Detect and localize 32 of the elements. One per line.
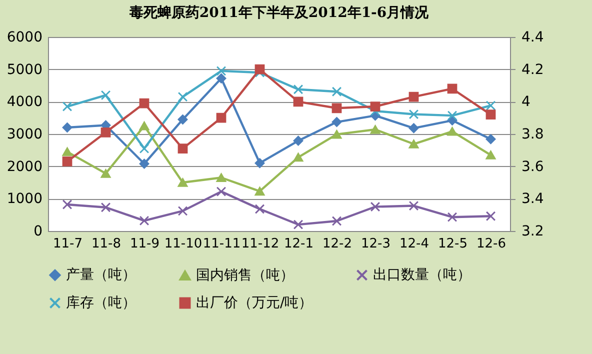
- legend-label: 产量（吨）: [66, 267, 136, 284]
- x-tick-label: 12-5: [438, 236, 468, 252]
- y2-tick-label: 3.6: [522, 158, 544, 175]
- x-tick-label: 12-4: [399, 236, 430, 252]
- x-tick-label: 12-3: [360, 236, 391, 252]
- legend-label: 国内销售（吨）: [196, 267, 294, 284]
- chart-title: 毒死蜱原药2011年下半年及2012年1-6月情况: [128, 5, 430, 21]
- x-tick-label: 12-2: [322, 236, 352, 252]
- x-tick-label: 11-12: [241, 236, 280, 252]
- y-tick-label: 1000: [6, 191, 42, 208]
- x-tick-label: 12-6: [476, 236, 506, 252]
- y-tick-label: 2000: [6, 158, 42, 175]
- y2-tick-label: 4: [522, 94, 530, 110]
- y-tick-label: 0: [34, 224, 42, 240]
- y-tick-label: 3000: [6, 126, 42, 142]
- legend-label: 出口数量（吨）: [373, 267, 471, 284]
- legend-label: 出厂价（万元/吨）: [196, 295, 313, 311]
- y-tick-label: 6000: [6, 30, 42, 46]
- y2-tick-label: 3.8: [522, 126, 544, 142]
- y2-tick-label: 3.4: [522, 191, 544, 208]
- x-tick-label: 11-10: [164, 236, 202, 252]
- x-tick-label: 11-11: [202, 236, 241, 252]
- y-tick-label: 5000: [6, 62, 42, 78]
- legend-label: 库存（吨）: [66, 295, 136, 311]
- y2-tick-label: 3.2: [522, 224, 544, 240]
- x-tick-label: 11-9: [130, 236, 160, 252]
- x-tick-label: 12-1: [284, 236, 314, 252]
- x-tick-label: 11-8: [91, 236, 122, 252]
- y2-tick-label: 4.4: [522, 30, 544, 46]
- y-tick-label: 4000: [6, 94, 42, 110]
- x-tick-label: 11-7: [52, 236, 83, 252]
- y2-tick-label: 4.2: [522, 62, 544, 78]
